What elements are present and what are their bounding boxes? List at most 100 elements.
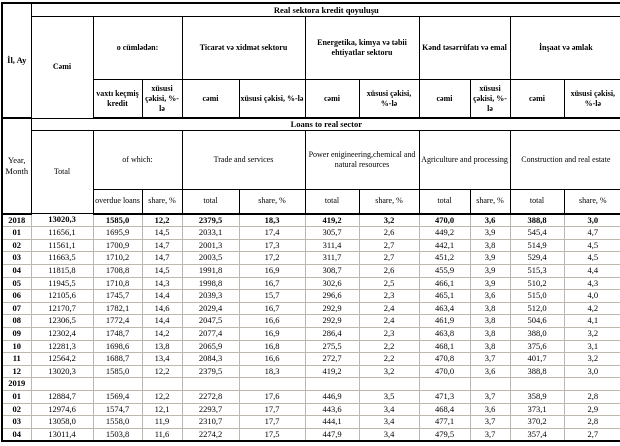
value-cell: 1710,2 [92, 251, 143, 265]
value-cell: 2,7 [563, 427, 620, 443]
value-cell: 15,7 [238, 289, 306, 303]
value-cell: 3,7 [469, 427, 511, 443]
value-cell: 14,3 [141, 276, 183, 291]
value-cell: 2003,5 [181, 251, 240, 265]
value-cell: 308,7 [304, 264, 360, 278]
value-cell: 419,2 [304, 213, 360, 228]
value-cell: 3,2 [358, 364, 420, 379]
row-label: 07 [1, 301, 32, 316]
value-cell: 12,2 [141, 364, 183, 379]
row-label: 10 [1, 339, 32, 354]
value-cell: 1782,1 [92, 301, 143, 316]
value-cell: 17,7 [238, 415, 306, 429]
table-row: 03 11663,5 1710,2 14,7 2003,5 17,2 311,7 2,7 451… [1, 251, 620, 265]
value-cell: 13020,3 [30, 364, 94, 379]
table-row: 2019 [1, 377, 620, 391]
value-cell: 470,8 [418, 352, 471, 366]
value-cell: 14,4 [141, 314, 183, 328]
value-cell: 466,1 [418, 276, 471, 291]
value-cell: 2065,9 [181, 339, 240, 354]
table-header: İl, Ay Real sektora kredit qoyuluşu Cəmi… [1, 2, 620, 215]
value-cell: 2,4 [358, 301, 420, 316]
value-cell [358, 377, 420, 391]
value-cell: 1574,7 [92, 402, 143, 417]
value-cell: 275,5 [304, 339, 360, 354]
value-cell: 3,7 [469, 352, 511, 366]
energy-group-az: Energetika, kimya və təbii ehtiyatlar se… [304, 16, 420, 80]
value-cell: 375,6 [509, 339, 565, 354]
value-cell: 3,6 [469, 289, 511, 303]
value-cell: 2,2 [358, 352, 420, 366]
value-cell: 1558,0 [92, 415, 143, 429]
value-cell [141, 377, 183, 391]
value-cell: 1772,4 [92, 314, 143, 328]
value-cell: 449,2 [418, 226, 471, 240]
trade-total-sub-az: cəmi [181, 79, 240, 119]
value-cell: 3,2 [563, 326, 620, 341]
value-cell: 1688,7 [92, 352, 143, 366]
row-label: 02 [1, 402, 32, 417]
value-cell [30, 377, 94, 391]
value-cell: 11,6 [141, 427, 183, 443]
band-title-en: Loans to real sector [30, 117, 620, 131]
value-cell: 302,6 [304, 276, 360, 291]
value-cell: 2,8 [563, 389, 620, 404]
value-cell: 3,8 [469, 326, 511, 341]
value-cell: 468,4 [418, 402, 471, 417]
constr-share-sub-en: share, % [563, 188, 620, 215]
value-cell: 3,8 [469, 339, 511, 354]
value-cell: 3,4 [358, 415, 420, 429]
value-cell: 401,7 [509, 352, 565, 366]
value-cell: 17,6 [238, 389, 306, 404]
value-cell: 18,3 [238, 213, 306, 228]
value-cell: 419,2 [304, 364, 360, 379]
value-cell: 12,2 [141, 389, 183, 404]
value-cell: 2293,7 [181, 402, 240, 417]
value-cell: 470,0 [418, 213, 471, 228]
row-label: 05 [1, 276, 32, 291]
value-cell: 11945,5 [30, 276, 94, 291]
value-cell: 2,3 [358, 326, 420, 341]
value-cell: 12884,7 [30, 389, 94, 404]
row-label: 06 [1, 289, 32, 303]
value-cell: 272,7 [304, 352, 360, 366]
value-cell: 388,8 [509, 213, 565, 228]
value-cell: 447,9 [304, 427, 360, 443]
value-cell: 2,8 [563, 415, 620, 429]
value-cell: 2029,4 [181, 301, 240, 316]
value-cell [181, 377, 240, 391]
table-row: 07 12170,7 1782,1 14,6 2029,4 16,7 292,9 2,4 463… [1, 301, 620, 316]
table-row: 04 13011,4 1503,8 11,6 2274,2 17,5 447,9 3,4 479… [1, 427, 620, 443]
value-cell: 3,6 [469, 402, 511, 417]
value-cell: 442,1 [418, 238, 471, 253]
year-month-header-en: Year, Month [1, 117, 32, 215]
value-cell: 3,2 [358, 213, 420, 228]
value-cell: 3,9 [469, 276, 511, 291]
value-cell: 16,7 [238, 276, 306, 291]
value-cell: 529,4 [509, 251, 565, 265]
value-cell: 12,1 [141, 402, 183, 417]
agri-share-sub-az: xüsusi çəkisi, %-lə [469, 79, 511, 119]
value-cell: 14,7 [141, 238, 183, 253]
agri-total-sub-en: total [418, 188, 471, 215]
value-cell: 14,5 [141, 226, 183, 240]
value-cell: 470,0 [418, 364, 471, 379]
value-cell: 465,1 [418, 289, 471, 303]
value-cell: 1700,9 [92, 238, 143, 253]
value-cell: 2,5 [358, 276, 420, 291]
value-cell: 4,5 [563, 251, 620, 265]
value-cell: 14,2 [141, 326, 183, 341]
value-cell: 446,9 [304, 389, 360, 404]
year-month-header-az: İl, Ay [1, 2, 32, 119]
value-cell: 14,6 [141, 301, 183, 316]
value-cell: 1710,8 [92, 276, 143, 291]
value-cell: 468,1 [418, 339, 471, 354]
value-cell: 1991,8 [181, 264, 240, 278]
value-cell: 3,4 [358, 427, 420, 443]
value-cell [418, 377, 471, 391]
value-cell: 388,0 [509, 326, 565, 341]
value-cell: 12105,6 [30, 289, 94, 303]
value-cell: 3,7 [469, 389, 511, 404]
row-label: 2019 [1, 377, 32, 391]
value-cell: 12564,2 [30, 352, 94, 366]
